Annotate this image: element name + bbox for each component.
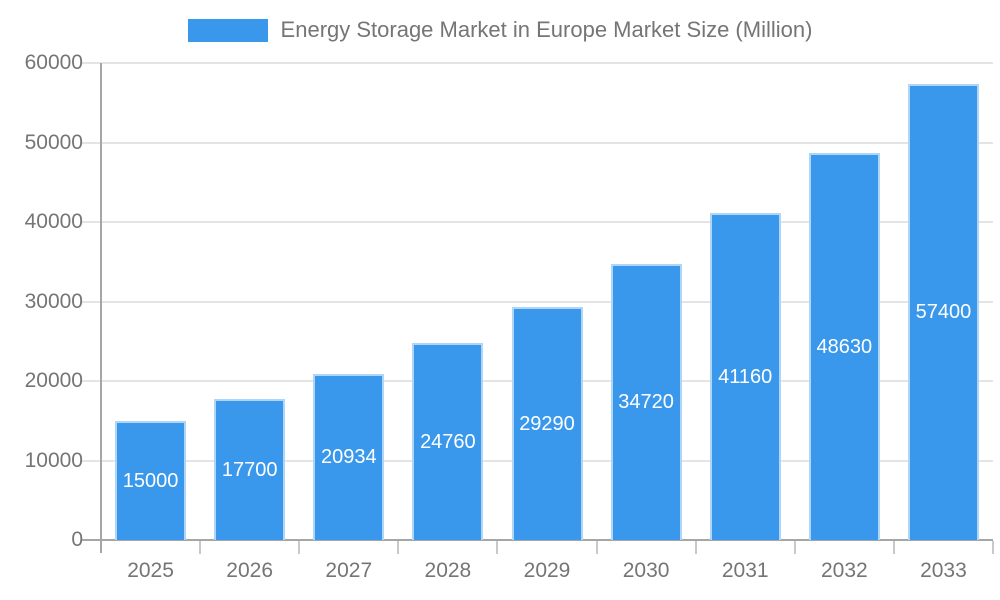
- x-axis-tick-label: 2028: [424, 559, 472, 582]
- gridline: [82, 62, 993, 64]
- bar-value-label: 34720: [618, 391, 674, 414]
- y-axis-tick-label: 20000: [24, 369, 83, 392]
- x-axis-tick-label: 2033: [920, 559, 967, 582]
- x-axis-tick-label: 2025: [127, 559, 174, 582]
- x-axis-tick-label: 2030: [622, 559, 670, 582]
- x-axis-tick-mark: [298, 541, 301, 554]
- legend-label: Energy Storage Market in Europe Market S…: [280, 17, 813, 42]
- bar-value-label: 17700: [221, 459, 278, 482]
- x-axis-tick-label: 2026: [226, 559, 274, 582]
- y-axis-tick-label: 10000: [24, 448, 83, 472]
- x-axis-tick-mark: [892, 541, 895, 554]
- x-axis-tick-mark: [199, 541, 202, 554]
- bar-value-label: 57400: [915, 301, 972, 324]
- x-axis-tick-mark: [793, 541, 796, 554]
- gridline: [82, 300, 993, 303]
- x-axis-tick-label: 2029: [523, 559, 571, 582]
- x-axis-tick-mark: [496, 541, 499, 554]
- x-axis-tick-mark: [694, 541, 697, 554]
- x-axis-tick-mark: [595, 541, 598, 554]
- y-axis-line: [100, 63, 102, 553]
- x-axis-line: [82, 539, 993, 541]
- gridline: [82, 141, 993, 144]
- gridline: [82, 221, 993, 223]
- y-axis-tick-label: 30000: [24, 289, 83, 313]
- x-axis-tick-label: 2031: [721, 559, 769, 582]
- bar-2030: 34720: [610, 263, 682, 540]
- bar-2029: 29290: [511, 307, 583, 540]
- bar-2025: 15000: [115, 420, 187, 540]
- y-axis-tick-label: 60000: [24, 51, 83, 74]
- y-axis-tick-label: 0: [71, 528, 83, 551]
- legend-swatch-icon: [187, 18, 268, 42]
- bar-2028: 24760: [412, 343, 484, 540]
- bar-value-label: 29290: [519, 413, 575, 436]
- bar-2033: 57400: [907, 83, 979, 540]
- bar-value-label: 15000: [122, 469, 179, 492]
- x-axis-tick-label: 2032: [820, 559, 868, 582]
- x-axis-tick-mark: [397, 541, 400, 554]
- bar-value-label: 24760: [420, 431, 476, 454]
- chart-legend[interactable]: Energy Storage Market in Europe Market S…: [0, 16, 1000, 44]
- x-axis-tick-label: 2027: [325, 559, 373, 582]
- y-axis-tick-label: 50000: [24, 130, 83, 154]
- bar-2032: 48630: [808, 153, 880, 540]
- bar-value-label: 20934: [320, 446, 377, 469]
- bar-2026: 17700: [214, 399, 286, 540]
- bar-value-label: 41160: [718, 365, 773, 388]
- x-axis-tick-mark: [992, 541, 994, 554]
- y-axis-tick-label: 40000: [24, 210, 83, 233]
- bar-2027: 20934: [313, 373, 385, 540]
- bar-2031: 41160: [709, 212, 781, 540]
- bar-value-label: 48630: [816, 336, 873, 359]
